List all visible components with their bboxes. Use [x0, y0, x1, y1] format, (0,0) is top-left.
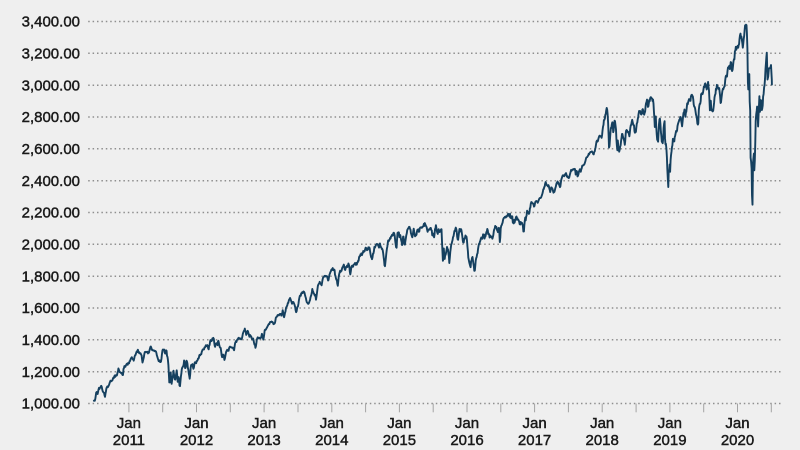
svg-text:1,200.00: 1,200.00 [22, 364, 80, 381]
svg-text:Jan: Jan [725, 415, 749, 432]
svg-text:2020: 2020 [721, 432, 754, 449]
svg-text:2,800.00: 2,800.00 [22, 109, 80, 126]
svg-text:2,000.00: 2,000.00 [22, 237, 80, 254]
svg-text:2012: 2012 [180, 432, 213, 449]
svg-text:3,400.00: 3,400.00 [22, 14, 80, 31]
svg-text:Jan: Jan [320, 415, 344, 432]
svg-text:Jan: Jan [658, 415, 682, 432]
svg-text:2017: 2017 [518, 432, 551, 449]
svg-text:2,600.00: 2,600.00 [22, 141, 80, 158]
svg-text:2018: 2018 [586, 432, 619, 449]
svg-text:Jan: Jan [184, 415, 208, 432]
svg-text:Jan: Jan [252, 415, 276, 432]
svg-text:Jan: Jan [523, 415, 547, 432]
svg-text:Jan: Jan [117, 415, 141, 432]
svg-text:3,000.00: 3,000.00 [22, 77, 80, 94]
svg-text:2,400.00: 2,400.00 [22, 173, 80, 190]
svg-text:2015: 2015 [383, 432, 416, 449]
svg-text:2011: 2011 [113, 432, 145, 449]
svg-text:1,000.00: 1,000.00 [22, 396, 80, 413]
svg-text:1,800.00: 1,800.00 [22, 268, 80, 285]
svg-text:2014: 2014 [315, 432, 348, 449]
svg-text:Jan: Jan [387, 415, 411, 432]
svg-text:Jan: Jan [455, 415, 479, 432]
svg-text:1,600.00: 1,600.00 [22, 300, 80, 317]
svg-text:2,200.00: 2,200.00 [22, 205, 80, 222]
svg-text:2016: 2016 [450, 432, 483, 449]
svg-text:3,200.00: 3,200.00 [22, 46, 80, 63]
svg-text:2019: 2019 [653, 432, 686, 449]
svg-text:2013: 2013 [247, 432, 280, 449]
svg-text:Jan: Jan [590, 415, 614, 432]
svg-text:1,400.00: 1,400.00 [22, 332, 80, 349]
